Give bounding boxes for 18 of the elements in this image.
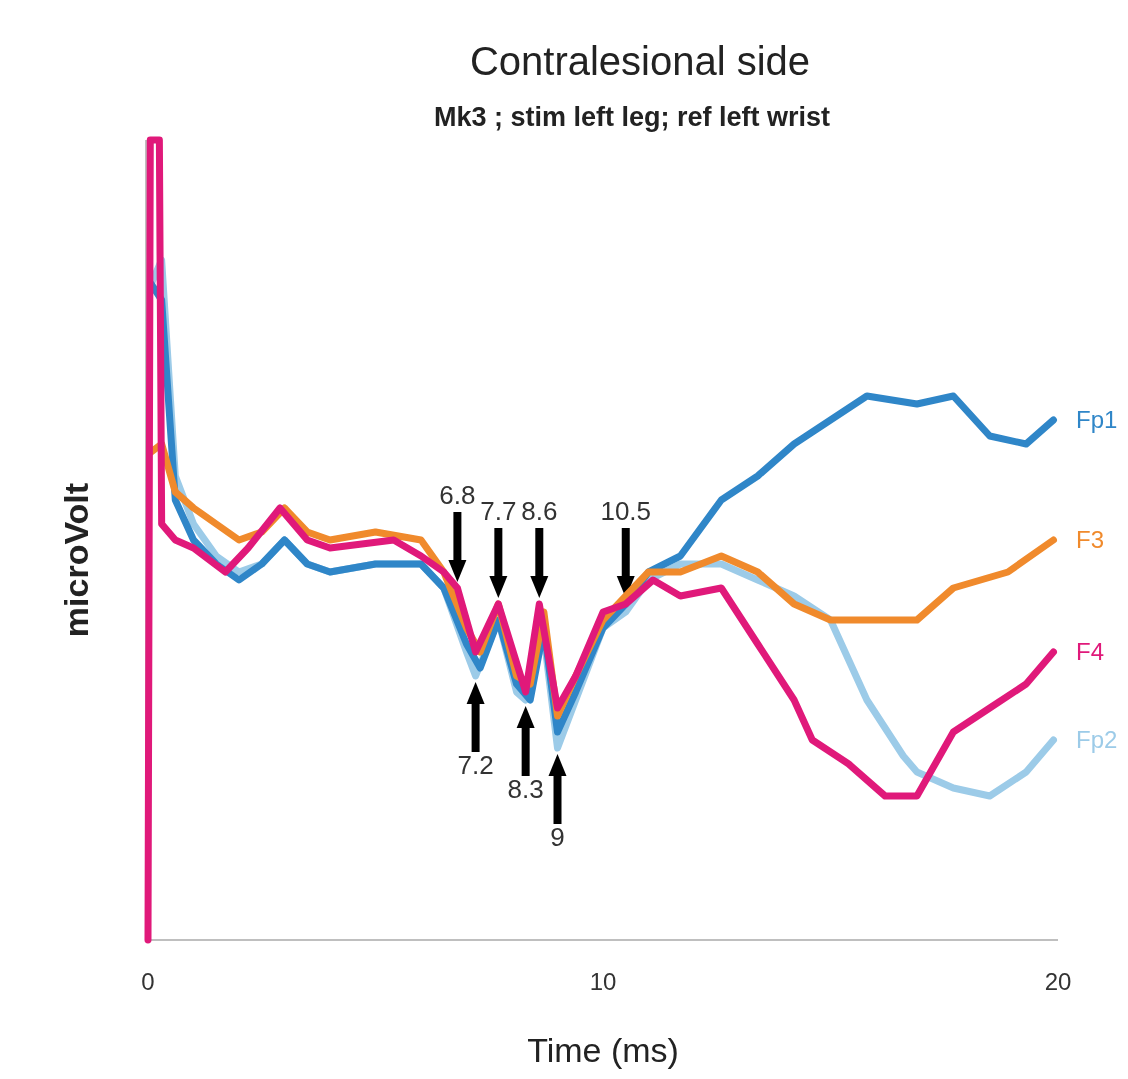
y-axis-title: microVolt xyxy=(57,482,95,638)
annotation: 8.3 xyxy=(507,774,544,804)
annotation: 8.6 xyxy=(521,496,558,526)
x-tick-label: 20 xyxy=(1044,968,1072,995)
chart-subtitle: Mk3 ; stim left leg; ref left wrist xyxy=(433,102,831,132)
annotation: 7.2 xyxy=(457,750,494,780)
series-label: Fp1 xyxy=(1076,406,1118,433)
x-tick-label: 0 xyxy=(141,968,155,995)
x-tick-label: 10 xyxy=(589,968,617,995)
series-label: F4 xyxy=(1076,638,1105,665)
chart-title: Contralesional side xyxy=(469,39,811,83)
annotation: 7.7 xyxy=(480,496,517,526)
annotation: 9 xyxy=(550,822,565,852)
x-axis-title: Time (ms) xyxy=(527,1031,679,1069)
annotation: 10.5 xyxy=(600,496,652,526)
annotation: 6.8 xyxy=(439,480,476,510)
series-label: Fp2 xyxy=(1076,726,1118,753)
series-label: F3 xyxy=(1076,526,1105,553)
